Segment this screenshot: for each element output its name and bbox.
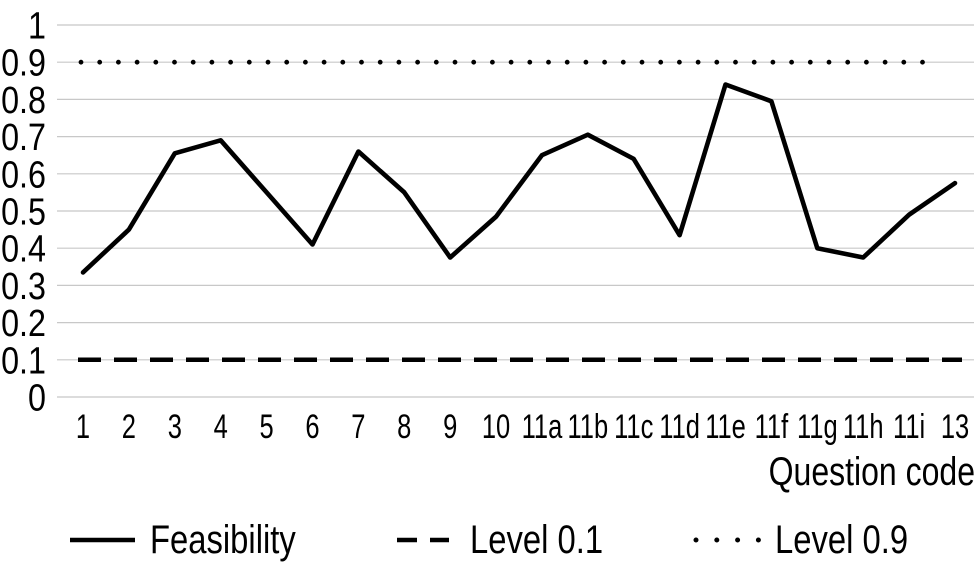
x-tick-label: 11d xyxy=(659,409,700,446)
x-tick-label: 4 xyxy=(214,409,228,446)
x-tick-label: 7 xyxy=(351,409,365,446)
y-tick-label: 0.8 xyxy=(1,79,46,121)
y-tick-label: 0.6 xyxy=(1,154,46,196)
x-tick-label: 11b xyxy=(568,409,609,446)
y-tick-label: 0.5 xyxy=(1,191,46,233)
legend-item-level-0-1: Level 0.1 xyxy=(397,517,603,562)
feasibility-polyline xyxy=(80,82,958,275)
feasibility-series xyxy=(80,82,958,275)
x-axis-title: Question code xyxy=(769,449,975,494)
y-tick-label: 0 xyxy=(28,377,46,419)
x-tick-label: 11f xyxy=(755,409,789,446)
x-tick-label: 11g xyxy=(797,409,838,446)
gridlines xyxy=(57,24,974,398)
y-tick-label: 0.1 xyxy=(1,340,46,382)
x-tick-label: 6 xyxy=(305,409,319,446)
y-tick-label: 0.3 xyxy=(1,265,46,307)
y-axis-tick-labels: 00.10.20.30.40.50.60.70.80.91 xyxy=(1,5,46,419)
x-tick-label: 2 xyxy=(122,409,136,446)
x-tick-label: 11a xyxy=(522,409,563,446)
x-tick-label: 11i xyxy=(893,409,925,446)
x-tick-label: 5 xyxy=(259,409,273,446)
legend-label-feasibility: Feasibility xyxy=(150,517,296,562)
y-tick-label: 0.4 xyxy=(1,228,46,270)
x-axis-title-group: Question code xyxy=(769,449,975,494)
x-tick-label: 11e xyxy=(705,409,746,446)
x-tick-label: 11h xyxy=(843,409,884,446)
x-tick-label: 1 xyxy=(76,409,90,446)
x-tick-label: 3 xyxy=(168,409,182,446)
y-tick-label: 1 xyxy=(28,5,46,47)
legend: Feasibility Level 0.1 Level 0.9 xyxy=(70,517,908,562)
x-tick-label: 9 xyxy=(443,409,457,446)
x-tick-label: 13 xyxy=(941,409,969,446)
x-axis-tick-labels: 1 2 3 4 5 6 7 8 9 10 11a 11b 11c 11d 11e 11f 11g 11h 11i 13 xyxy=(76,409,969,446)
legend-item-level-0-9: Level 0.9 xyxy=(693,517,908,562)
y-tick-label: 0.7 xyxy=(1,117,46,159)
legend-label-level-0-1: Level 0.1 xyxy=(470,517,603,562)
legend-label-level-0-9: Level 0.9 xyxy=(775,517,908,562)
x-tick-label: 10 xyxy=(482,409,510,446)
legend-item-feasibility: Feasibility xyxy=(70,517,296,562)
y-tick-label: 0.9 xyxy=(1,42,46,84)
y-tick-label: 0.2 xyxy=(1,303,46,345)
x-tick-label: 11c xyxy=(614,409,653,446)
x-tick-label: 8 xyxy=(397,409,411,446)
